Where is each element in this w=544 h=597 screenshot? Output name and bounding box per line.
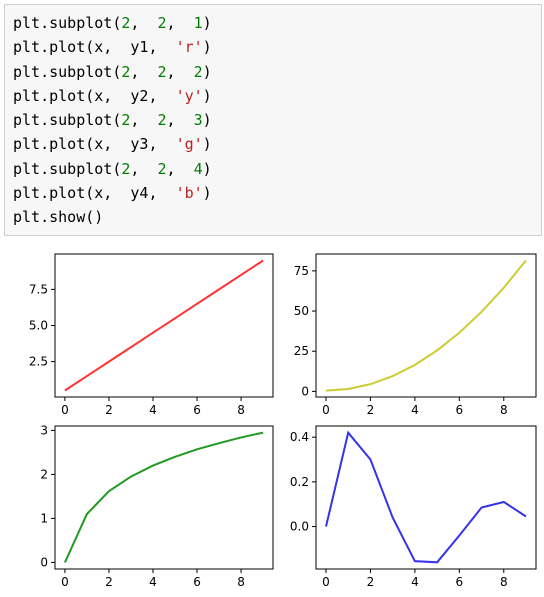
code-token: ) xyxy=(202,86,212,105)
code-line: plt.plot(x, y4, 'b') xyxy=(13,181,533,205)
code-token: plt.subplot( xyxy=(13,159,122,178)
code-token: 2 xyxy=(157,14,167,32)
y-tick-label: 0 xyxy=(40,555,48,569)
x-tick-label: 6 xyxy=(456,575,464,589)
axes-frame xyxy=(315,253,537,398)
x-tick-label: 8 xyxy=(500,403,508,417)
axes-frame xyxy=(315,425,537,570)
code-token: 'g' xyxy=(175,135,203,154)
y-tick-label: 1 xyxy=(40,511,48,525)
x-tick-label: 0 xyxy=(322,403,330,417)
code-token: 2 xyxy=(121,159,131,178)
y-tick-label: 2 xyxy=(40,467,48,481)
code-token: , xyxy=(166,159,194,178)
code-token: 2 xyxy=(121,14,131,32)
x-tick-label: 2 xyxy=(367,403,375,417)
series-line xyxy=(64,259,264,392)
x-tick-label: 2 xyxy=(105,403,113,417)
x-tick-label: 8 xyxy=(237,403,245,417)
y-tick-label: 0 xyxy=(301,384,309,398)
x-tick-label: 4 xyxy=(411,403,419,417)
code-token: , xyxy=(166,14,194,32)
y-tick-label: 7.5 xyxy=(29,282,48,296)
code-token: , xyxy=(166,62,194,81)
code-token: plt.plot(x, y4, xyxy=(13,184,176,203)
code-token: 'y' xyxy=(175,86,203,105)
series-line xyxy=(325,430,527,564)
code-token: ) xyxy=(202,111,212,130)
code-token: , xyxy=(130,111,158,130)
series-line xyxy=(325,259,527,392)
code-token: ) xyxy=(202,135,212,154)
x-tick-label: 4 xyxy=(411,575,419,589)
code-token: 4 xyxy=(193,159,203,178)
code-token: , xyxy=(130,62,158,81)
code-line: plt.subplot(2, 2, 3) xyxy=(13,108,533,132)
code-token: 2 xyxy=(157,159,167,178)
code-line: plt.plot(x, y1, 'r') xyxy=(13,35,533,59)
code-token: 'b' xyxy=(175,184,203,203)
code-token: 2 xyxy=(121,62,131,81)
subplot-2: 0 2 4 6 8 0 25 50 75 xyxy=(294,253,537,417)
y-tick-label: 25 xyxy=(294,344,309,358)
code-token: plt.subplot( xyxy=(13,14,122,32)
x-tick-label: 0 xyxy=(61,403,69,417)
code-token: ) xyxy=(202,184,212,203)
x-tick-label: 8 xyxy=(500,575,508,589)
y-tick-label: 75 xyxy=(294,264,309,278)
code-cell[interactable]: plt.subplot(2, 2, 1) plt.plot(x, y1, 'r')… xyxy=(4,4,542,236)
y-tick-label: 50 xyxy=(294,304,309,318)
code-line: plt.subplot(2, 2, 4) xyxy=(13,157,533,181)
code-token: ) xyxy=(202,14,212,32)
code-token: plt.plot(x, y1, xyxy=(13,38,176,57)
code-token: ) xyxy=(202,38,212,57)
code-line: plt.subplot(2, 2, 1) xyxy=(13,11,533,35)
y-tick-label: 5.0 xyxy=(29,319,48,333)
code-token: plt.subplot( xyxy=(13,111,122,130)
series-line xyxy=(63,431,264,563)
y-tick-label: 0.4 xyxy=(290,430,309,444)
x-tick-label: 2 xyxy=(367,575,375,589)
code-line: plt.show() xyxy=(13,205,533,229)
x-tick-label: 0 xyxy=(322,575,330,589)
subplot-3: 0 2 4 6 8 0 1 2 3 xyxy=(40,423,274,589)
code-token: ) xyxy=(202,159,212,178)
code-token: 1 xyxy=(193,14,203,32)
code-token: plt.show() xyxy=(13,208,104,227)
axes-frame xyxy=(54,425,274,570)
subplot-1: 0 2 4 6 8 2.5 5.0 7.5 xyxy=(29,253,274,417)
code-line: plt.plot(x, y2, 'y') xyxy=(13,84,533,108)
x-tick-label: 2 xyxy=(105,575,113,589)
x-tick-label: 6 xyxy=(193,575,201,589)
code-token: 2 xyxy=(121,111,131,130)
code-token: 3 xyxy=(193,111,203,130)
code-token: , xyxy=(130,14,158,32)
x-tick-label: 6 xyxy=(456,403,464,417)
x-tick-label: 6 xyxy=(193,403,201,417)
code-token: , xyxy=(166,111,194,130)
code-token: plt.subplot( xyxy=(13,62,122,81)
code-token: ) xyxy=(202,62,212,81)
code-token: , xyxy=(130,159,158,178)
x-tick-label: 8 xyxy=(237,575,245,589)
code-token: plt.plot(x, y3, xyxy=(13,135,176,154)
code-line: plt.plot(x, y3, 'g') xyxy=(13,132,533,156)
code-token: 2 xyxy=(193,62,203,81)
x-tick-label: 0 xyxy=(61,575,69,589)
code-token: plt.plot(x, y2, xyxy=(13,86,176,105)
y-tick-label: 3 xyxy=(40,423,48,437)
code-line: plt.subplot(2, 2, 2) xyxy=(13,60,533,84)
x-tick-label: 4 xyxy=(149,403,157,417)
y-tick-label: 0.0 xyxy=(290,520,309,534)
y-tick-label: 0.2 xyxy=(290,475,309,489)
x-tick-label: 4 xyxy=(149,575,157,589)
code-token: 2 xyxy=(157,111,167,130)
code-token: 'r' xyxy=(175,38,203,57)
y-tick-label: 2.5 xyxy=(29,355,48,369)
subplot-4: 0 2 4 6 8 0.0 0.2 0.4 xyxy=(290,425,537,589)
code-token: 2 xyxy=(157,62,167,81)
